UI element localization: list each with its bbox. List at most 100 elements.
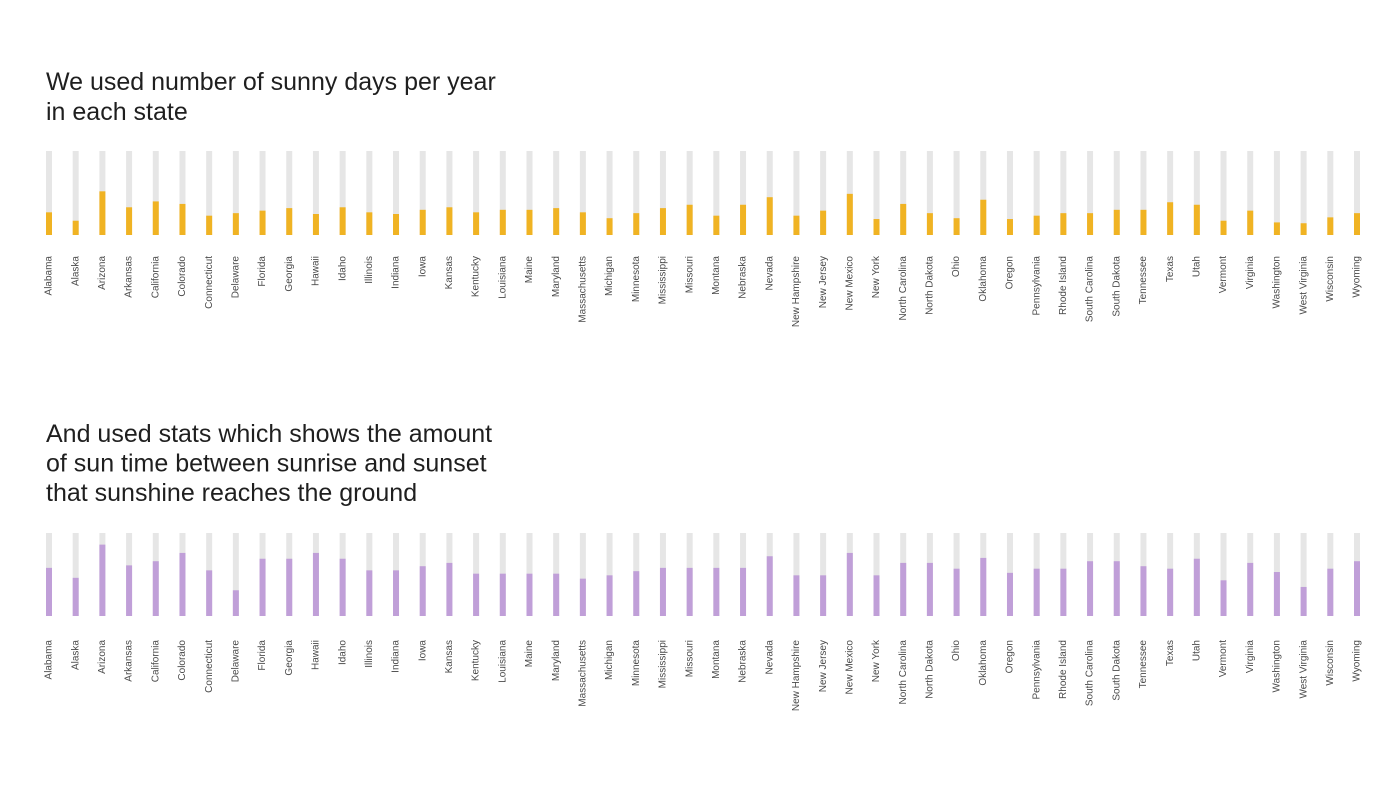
x-tick-label: West Virginia	[1298, 640, 1309, 699]
x-tick-label: Hawaii	[311, 256, 322, 286]
bar	[206, 570, 213, 616]
x-tick-label: Delaware	[230, 640, 241, 683]
bar-track	[553, 151, 560, 235]
bar	[1193, 204, 1200, 235]
bar-track	[926, 151, 933, 235]
bar-track	[713, 151, 720, 235]
bar-track	[526, 151, 533, 235]
bar-track	[126, 151, 133, 235]
x-tick-label: West Virginia	[1298, 256, 1309, 315]
bar-track	[259, 151, 266, 235]
bar-track	[846, 151, 853, 235]
bar	[366, 570, 373, 616]
x-tick-label: Rhode Island	[1058, 640, 1069, 699]
bar	[579, 578, 586, 616]
bar-track	[793, 533, 800, 616]
x-tick-label: Arkansas	[124, 256, 135, 298]
bar	[1167, 568, 1174, 616]
bar	[232, 213, 239, 235]
bar	[46, 212, 52, 235]
bar	[740, 567, 747, 616]
bar	[339, 207, 346, 235]
bar-track	[873, 533, 880, 616]
bar	[659, 208, 666, 235]
bar	[820, 210, 827, 235]
bar	[1060, 213, 1067, 235]
x-tick-label: Iowa	[417, 256, 428, 278]
x-tick-label: Texas	[1165, 640, 1176, 666]
x-tick-label: Missouri	[684, 256, 695, 293]
bar	[1354, 561, 1360, 616]
x-tick-label: Idaho	[337, 640, 348, 665]
bar	[1300, 223, 1307, 235]
x-tick-label: Ohio	[951, 256, 962, 278]
bar	[339, 558, 346, 616]
x-tick-label: Idaho	[337, 256, 348, 281]
x-tick-label: Hawaii	[311, 640, 322, 670]
bar-track	[820, 151, 827, 235]
bar-track	[339, 151, 346, 235]
bar	[926, 562, 933, 616]
x-tick-label: Missouri	[684, 640, 695, 677]
x-tick-label: New York	[871, 255, 882, 298]
x-tick-label: Kansas	[444, 640, 455, 673]
bar	[793, 215, 800, 235]
bar	[900, 203, 907, 235]
bar	[446, 562, 453, 616]
x-tick-label: Louisiana	[497, 256, 508, 299]
bar-track	[232, 151, 239, 235]
bar	[713, 567, 720, 616]
x-tick-label: Wyoming	[1352, 640, 1363, 682]
bar	[152, 201, 159, 235]
bar	[72, 577, 79, 616]
x-tick-label: Minnesota	[631, 640, 642, 687]
x-tick-label: California	[150, 256, 161, 299]
bar	[206, 215, 213, 235]
bar-track	[393, 151, 400, 235]
x-tick-label: Nevada	[764, 640, 775, 675]
bar-track	[953, 151, 960, 235]
bar	[873, 219, 880, 235]
bar-track	[579, 151, 586, 235]
bar-track	[1220, 151, 1227, 235]
x-tick-label: Louisiana	[497, 640, 508, 683]
bar-track	[1087, 151, 1094, 235]
bar-track	[633, 151, 640, 235]
bar	[312, 214, 319, 235]
chart-title: in each state	[46, 98, 188, 126]
x-tick-label: Alaska	[70, 256, 81, 286]
bar	[526, 573, 533, 616]
x-tick-label: Vermont	[1218, 640, 1229, 677]
bar-track	[1300, 151, 1307, 235]
x-tick-label: South Dakota	[1111, 640, 1122, 701]
bar-track	[1113, 151, 1120, 235]
chart-title: We used number of sunny days per year	[46, 68, 496, 96]
bar-track	[179, 151, 186, 235]
x-tick-label: Georgia	[284, 640, 295, 676]
bar-track	[1167, 151, 1174, 235]
x-tick-label: Vermont	[1218, 256, 1229, 293]
x-tick-label: Kentucky	[471, 640, 482, 681]
bar-track	[793, 151, 800, 235]
x-tick-label: New Jersey	[818, 256, 829, 308]
x-tick-label: Oregon	[1005, 256, 1016, 289]
bar-track	[579, 533, 586, 616]
bar	[606, 218, 613, 235]
bar-track	[232, 533, 239, 616]
bar	[393, 570, 400, 616]
bar-track	[686, 151, 693, 235]
bar	[99, 191, 106, 235]
bar	[686, 567, 693, 616]
bar	[46, 567, 52, 616]
x-tick-label: Georgia	[284, 256, 295, 292]
x-tick-label: Tennessee	[1138, 640, 1149, 689]
bar-track	[446, 151, 453, 235]
bar-track	[72, 151, 79, 235]
bar	[499, 573, 506, 616]
bar	[1273, 572, 1280, 616]
x-tick-label: New Hampshire	[791, 640, 802, 712]
x-tick-label: North Dakota	[925, 256, 936, 315]
bar-track	[900, 151, 907, 235]
x-tick-label: Massachusetts	[578, 640, 589, 707]
x-tick-label: Minnesota	[631, 256, 642, 303]
